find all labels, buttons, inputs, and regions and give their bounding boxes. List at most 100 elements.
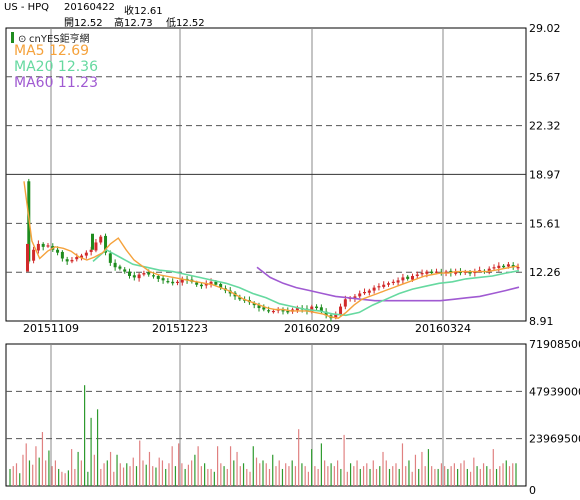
candle-body [257, 305, 261, 309]
candle-body [156, 275, 160, 279]
candle-body [377, 286, 381, 288]
candle-body [410, 275, 414, 280]
candle-body [36, 243, 40, 251]
price-xtick-label: 20151109 [23, 322, 79, 335]
candle-body [506, 264, 510, 267]
price-panel: 29.02 25.67 22.32 18.97 15.61 12.26 8.91 20151… [5, 22, 561, 335]
candle-body [123, 269, 127, 272]
candle-body [104, 235, 108, 253]
volume-ytick-label: 71908500 [529, 338, 580, 351]
candle-body [372, 287, 376, 291]
candle-body [60, 251, 64, 259]
candle-body [147, 272, 151, 275]
candle-body [315, 306, 319, 309]
candle-body [209, 281, 213, 284]
candle-body [396, 280, 400, 283]
candle-body [343, 299, 347, 307]
candle-body [295, 308, 299, 311]
candle-body [166, 281, 170, 283]
high-price-label: 高12.73 [114, 18, 153, 29]
candle-body [262, 307, 266, 310]
ma60-legend: MA60 11.23 [14, 75, 98, 91]
candle-body [91, 233, 94, 250]
candle-body [108, 253, 112, 263]
candle-body [137, 274, 141, 279]
candle-body [487, 268, 491, 272]
brand-logo: ⊙ cnYES鉅亨網 [11, 32, 90, 45]
ma20-legend: MA20 12.36 [14, 59, 98, 75]
date-label: 20160422 [64, 2, 115, 13]
candle-body [516, 267, 520, 269]
price-xtick-label: 20151223 [152, 322, 208, 335]
candle-body [75, 257, 79, 260]
volume-ytick-label: 0 [529, 484, 536, 497]
ma20-line [92, 248, 520, 317]
candle-body [382, 284, 386, 287]
candle-body [286, 310, 290, 313]
candle-body [89, 249, 93, 252]
open-price-label: 開12.52 [64, 18, 103, 29]
brand-gear-icon: ⊙ [18, 34, 26, 45]
candle-body [324, 311, 328, 316]
candle-body [80, 255, 84, 258]
symbol-label: US - HPQ [4, 2, 50, 13]
price-ytick-label: 8.91 [529, 315, 554, 328]
candle-body [406, 276, 410, 279]
volume-ytick-label: 47939000 [529, 385, 580, 398]
ma60-line [256, 266, 520, 302]
volume-panel: 71908500 47939000 23969500 0 [5, 338, 580, 497]
candle-body [358, 293, 362, 297]
candle-body [425, 271, 429, 274]
candle-body [199, 284, 203, 287]
candle-body [204, 283, 208, 286]
price-xtick-label: 20160209 [284, 322, 340, 335]
candle-body [271, 310, 275, 313]
candle-body [497, 265, 501, 268]
candle-body [267, 310, 271, 312]
candle-body [94, 242, 98, 251]
candle-body [492, 267, 496, 269]
candle-body [353, 296, 357, 299]
candle-body [195, 282, 199, 285]
candle-body [478, 270, 482, 272]
price-ytick-label: 12.26 [529, 266, 561, 279]
price-ytick-label: 29.02 [529, 22, 561, 35]
candle-body [214, 281, 218, 285]
ma5-legend: MA5 12.69 [14, 43, 89, 59]
price-xtick-label: 20160324 [415, 322, 471, 335]
candle-body [363, 292, 367, 294]
candle-body [56, 249, 60, 253]
candle-body [161, 278, 165, 281]
candle-body [473, 271, 477, 274]
candle-body [430, 271, 434, 274]
candle-body [32, 249, 36, 261]
brand-text: cnYES鉅亨網 [29, 32, 90, 45]
candle-body [219, 283, 223, 288]
price-ytick-label: 18.97 [529, 168, 561, 181]
candle-body [454, 271, 458, 274]
candle-body [391, 281, 395, 284]
candle-body [151, 275, 155, 277]
volume-ytick-label: 23969500 [529, 433, 580, 446]
candle-body [238, 297, 242, 300]
candle-body [118, 266, 122, 269]
candle-body [458, 271, 462, 274]
candle-body [319, 307, 323, 311]
ma5-line [23, 181, 520, 319]
candle-body [99, 236, 103, 243]
candle-body [339, 306, 343, 315]
candle-body [334, 313, 338, 318]
candle-body [420, 273, 424, 275]
candle-body [434, 271, 438, 273]
candle-body [70, 259, 74, 262]
candle-body [26, 243, 29, 272]
brand-icon [11, 32, 14, 43]
candle-body [65, 259, 69, 262]
candle-body [113, 262, 117, 268]
candle-body [367, 290, 371, 293]
candle-body [502, 265, 506, 268]
candle-body [132, 275, 136, 278]
candle-body [387, 283, 391, 285]
candle-body [415, 274, 419, 276]
